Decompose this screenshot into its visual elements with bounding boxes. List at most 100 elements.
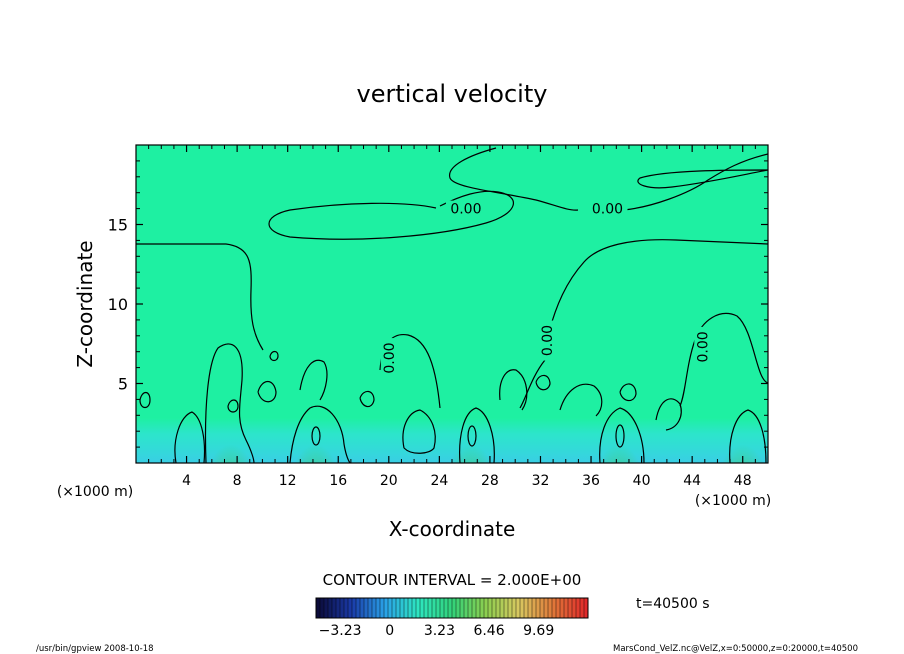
colorbar-cell: [512, 598, 517, 618]
colorbar-cell: [484, 598, 489, 618]
contour-line: [449, 147, 579, 211]
chart-title: vertical velocity: [357, 80, 548, 108]
time-label: t=40500 s: [636, 596, 710, 612]
colorbar-cell: [380, 598, 385, 618]
x-tick-label: 44: [683, 473, 701, 489]
contour-label: 0.00: [538, 320, 556, 361]
colorbar-cell: [384, 598, 389, 618]
colorbar-cell: [456, 598, 461, 618]
contour-label: 0.00: [587, 200, 628, 218]
contour-label-text: 0.00: [540, 325, 556, 356]
colorbar-cell: [452, 598, 457, 618]
colorbar-cell: [520, 598, 525, 618]
contour-line: [729, 409, 767, 463]
colorbar-cell: [432, 598, 437, 618]
updraft-cores: [208, 417, 765, 463]
colorbar-cell: [424, 598, 429, 618]
updraft-core: [596, 417, 641, 463]
colorbar-cell: [412, 598, 417, 618]
colorbar-cell: [408, 598, 413, 618]
colorbar-tick-label: 0: [385, 623, 394, 639]
colorbar-tick-label: −3.23: [319, 623, 362, 639]
contour-line: [623, 153, 768, 211]
colorbar-cell: [460, 598, 465, 618]
colorbar-tick-label: 9.69: [523, 623, 554, 639]
contour-label-text: 0.00: [592, 202, 623, 218]
colorbar: [315, 598, 589, 618]
colorbar-cell: [356, 598, 361, 618]
contour-label: 0.00: [380, 338, 398, 379]
colorbar-cell: [556, 598, 561, 618]
colorbar-cell: [516, 598, 521, 618]
colorbar-cell: [316, 598, 321, 618]
colorbar-cell: [348, 598, 353, 618]
colorbar-cell: [344, 598, 349, 618]
y-tick-label: 10: [108, 295, 128, 314]
contour-label-bg: [587, 200, 628, 217]
contour-label-text: 0.00: [695, 331, 711, 362]
contour-line: [402, 409, 436, 454]
contour-label: 0.00: [445, 200, 486, 218]
contour-label-bg: [694, 326, 711, 367]
colorbar-frame: [315, 597, 589, 619]
colorbar-tick-label: 6.46: [473, 623, 504, 639]
x-tick-label: 24: [430, 473, 448, 489]
colorbar-cell: [364, 598, 369, 618]
x-tick-label: 12: [279, 473, 297, 489]
colorbar-cell: [392, 598, 397, 618]
colorbar-cell: [328, 598, 333, 618]
colorbar-cell: [416, 598, 421, 618]
contour-label-text: 0.00: [382, 342, 398, 373]
colorbar-cell: [540, 598, 545, 618]
y-axis: 5 10 15: [108, 160, 768, 448]
contour-line: [499, 369, 528, 411]
colorbar-cell: [500, 598, 505, 618]
x-tick-label: 20: [380, 473, 398, 489]
colorbar-cell: [524, 598, 529, 618]
x-tick-label: 4: [182, 473, 191, 489]
contour-line: [299, 359, 328, 401]
y-tick-label: 15: [108, 216, 128, 235]
colorbar-cell: [324, 598, 329, 618]
contour-line: [467, 425, 477, 447]
contour-label-bg: [538, 320, 555, 361]
colorbar-cell: [464, 598, 469, 618]
contour-line: [559, 383, 603, 417]
colorbar-cell: [492, 598, 497, 618]
colorbar-cell: [440, 598, 445, 618]
colorbar-cell: [528, 598, 533, 618]
footer-left: /usr/bin/gpview 2008-10-18: [36, 644, 154, 654]
contour-line: [204, 343, 255, 463]
colorbar-tick-label: 3.23: [424, 623, 455, 639]
contour-line: [535, 374, 551, 391]
y-axis-label: Z-coordinate: [73, 240, 97, 367]
colorbar-cell: [532, 598, 537, 618]
colorbar-cell: [376, 598, 381, 618]
contour-line: [269, 350, 279, 362]
colorbar-cell: [544, 598, 549, 618]
footer-right: MarsCond_VelZ.nc@VelZ,x=0:50000,z=0:2000…: [613, 644, 858, 654]
x-tick-label: 32: [532, 473, 550, 489]
contour-line: [268, 190, 514, 240]
contour-line: [615, 424, 625, 448]
x-tick-label: 48: [734, 473, 752, 489]
contour-line: [359, 390, 375, 408]
colorbar-cell: [444, 598, 449, 618]
updraft-core: [720, 417, 765, 463]
colorbar-cell: [564, 598, 569, 618]
colorbar-cell: [428, 598, 433, 618]
colorbar-cell: [504, 598, 509, 618]
colorbar-cell: [400, 598, 405, 618]
plot-area: 0.00 0.00 0.00 0.00 0.00: [135, 144, 769, 464]
colorbar-cell: [580, 598, 585, 618]
contour-line: [679, 312, 768, 407]
contour-line: [519, 359, 546, 409]
contour-line: [136, 243, 264, 351]
contour-line: [637, 169, 768, 189]
colorbar-cell: [480, 598, 485, 618]
x-tick-label: 28: [481, 473, 499, 489]
contour-line: [619, 383, 637, 402]
colorbar-cell: [368, 598, 373, 618]
colorbar-cell: [332, 598, 337, 618]
contour-label-bg: [445, 200, 486, 217]
